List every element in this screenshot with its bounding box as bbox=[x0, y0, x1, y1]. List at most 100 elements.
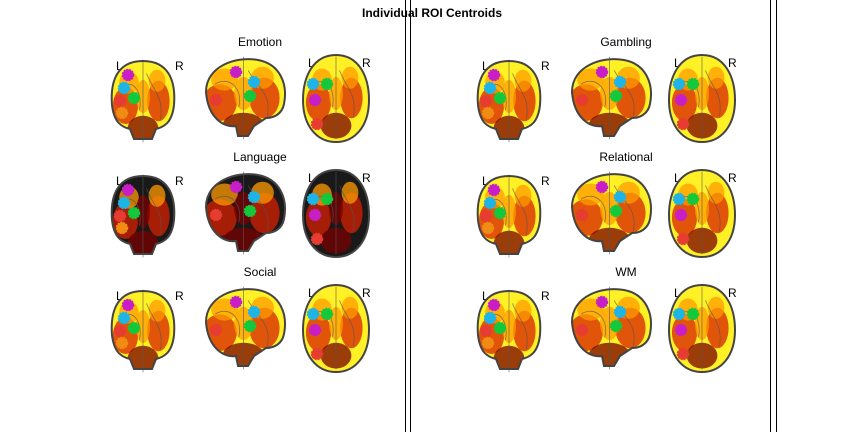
roi-marker bbox=[247, 190, 261, 204]
sagittal-brain-view bbox=[570, 286, 652, 370]
roi-marker bbox=[113, 94, 127, 108]
roi-marker bbox=[229, 180, 243, 194]
right-hemisphere-label: R bbox=[175, 59, 184, 73]
roi-marker bbox=[209, 323, 223, 337]
coronal-brain-view bbox=[476, 289, 542, 373]
roi-marker bbox=[243, 204, 257, 218]
roi-marker bbox=[113, 209, 127, 223]
roi-marker bbox=[306, 307, 320, 321]
right-hemisphere-label: R bbox=[728, 286, 737, 300]
coronal-brain-view bbox=[476, 59, 542, 143]
roi-marker bbox=[686, 307, 700, 321]
roi-marker bbox=[595, 295, 609, 309]
coronal-brain-view bbox=[110, 59, 176, 143]
roi-marker bbox=[481, 106, 495, 120]
coronal-brain-view bbox=[110, 289, 176, 373]
roi-marker bbox=[481, 221, 495, 235]
roi-marker bbox=[209, 208, 223, 222]
roi-marker bbox=[117, 196, 131, 210]
roi-marker bbox=[115, 336, 129, 350]
right-hemisphere-label: R bbox=[541, 174, 550, 188]
roi-marker bbox=[320, 192, 334, 206]
roi-marker bbox=[310, 232, 324, 246]
axial-brain-view bbox=[667, 168, 737, 259]
left-hemisphere-label: L bbox=[308, 286, 315, 300]
roi-marker bbox=[609, 89, 623, 103]
roi-marker bbox=[243, 319, 257, 333]
axial-brain-view bbox=[667, 283, 737, 374]
roi-marker bbox=[575, 93, 589, 107]
roi-marker bbox=[243, 89, 257, 103]
roi-marker bbox=[613, 190, 627, 204]
roi-marker bbox=[481, 336, 495, 350]
panel-title: Emotion bbox=[237, 35, 283, 49]
divider-line bbox=[405, 0, 406, 432]
roi-marker bbox=[127, 91, 141, 105]
roi-marker bbox=[310, 347, 324, 361]
roi-marker bbox=[686, 192, 700, 206]
roi-marker bbox=[493, 321, 507, 335]
roi-marker bbox=[674, 93, 688, 107]
roi-marker bbox=[676, 347, 690, 361]
sagittal-brain-view bbox=[570, 171, 652, 255]
left-hemisphere-label: L bbox=[674, 286, 681, 300]
left-hemisphere-label: L bbox=[674, 171, 681, 185]
right-hemisphere-label: R bbox=[175, 289, 184, 303]
roi-marker bbox=[609, 204, 623, 218]
roi-marker bbox=[127, 321, 141, 335]
roi-marker bbox=[117, 311, 131, 325]
panel-title: Gambling bbox=[600, 35, 652, 49]
left-hemisphere-label: L bbox=[482, 289, 489, 303]
right-hemisphere-label: R bbox=[728, 171, 737, 185]
roi-marker bbox=[575, 208, 589, 222]
roi-marker bbox=[672, 77, 686, 91]
roi-marker bbox=[247, 75, 261, 89]
roi-marker bbox=[117, 81, 131, 95]
axial-brain-view bbox=[667, 53, 737, 144]
left-hemisphere-label: L bbox=[308, 56, 315, 70]
roi-marker bbox=[121, 68, 135, 82]
roi-marker bbox=[595, 65, 609, 79]
roi-marker bbox=[320, 307, 334, 321]
right-hemisphere-label: R bbox=[362, 56, 371, 70]
roi-marker bbox=[121, 183, 135, 197]
roi-marker bbox=[686, 77, 700, 91]
left-hemisphere-label: L bbox=[116, 174, 123, 188]
left-hemisphere-label: L bbox=[116, 289, 123, 303]
roi-marker bbox=[613, 75, 627, 89]
roi-marker bbox=[127, 206, 141, 220]
roi-marker bbox=[115, 221, 129, 235]
figure-title: Individual ROI Centroids bbox=[361, 6, 502, 20]
sagittal-brain-view bbox=[204, 171, 286, 255]
panel-title: Language bbox=[233, 150, 287, 164]
right-hemisphere-label: R bbox=[175, 174, 184, 188]
roi-marker bbox=[121, 298, 135, 312]
axial-brain-view bbox=[301, 53, 371, 144]
roi-marker bbox=[308, 208, 322, 222]
roi-marker bbox=[672, 192, 686, 206]
roi-marker bbox=[575, 323, 589, 337]
divider-line bbox=[410, 0, 411, 432]
left-hemisphere-label: L bbox=[308, 171, 315, 185]
roi-marker bbox=[310, 117, 324, 131]
roi-marker bbox=[674, 323, 688, 337]
roi-marker bbox=[479, 209, 493, 223]
sagittal-brain-view bbox=[204, 286, 286, 370]
roi-marker bbox=[595, 180, 609, 194]
roi-marker bbox=[676, 232, 690, 246]
coronal-brain-view bbox=[476, 174, 542, 258]
roi-marker bbox=[113, 324, 127, 338]
sagittal-brain-view bbox=[204, 56, 286, 140]
panel-title: Relational bbox=[599, 150, 653, 164]
roi-marker bbox=[229, 65, 243, 79]
roi-marker bbox=[115, 106, 129, 120]
right-hemisphere-label: R bbox=[362, 286, 371, 300]
roi-marker bbox=[308, 323, 322, 337]
roi-marker bbox=[483, 81, 497, 95]
roi-marker bbox=[320, 77, 334, 91]
divider-line bbox=[776, 0, 777, 432]
right-hemisphere-label: R bbox=[541, 289, 550, 303]
left-hemisphere-label: L bbox=[116, 59, 123, 73]
roi-marker bbox=[483, 311, 497, 325]
roi-marker bbox=[308, 93, 322, 107]
